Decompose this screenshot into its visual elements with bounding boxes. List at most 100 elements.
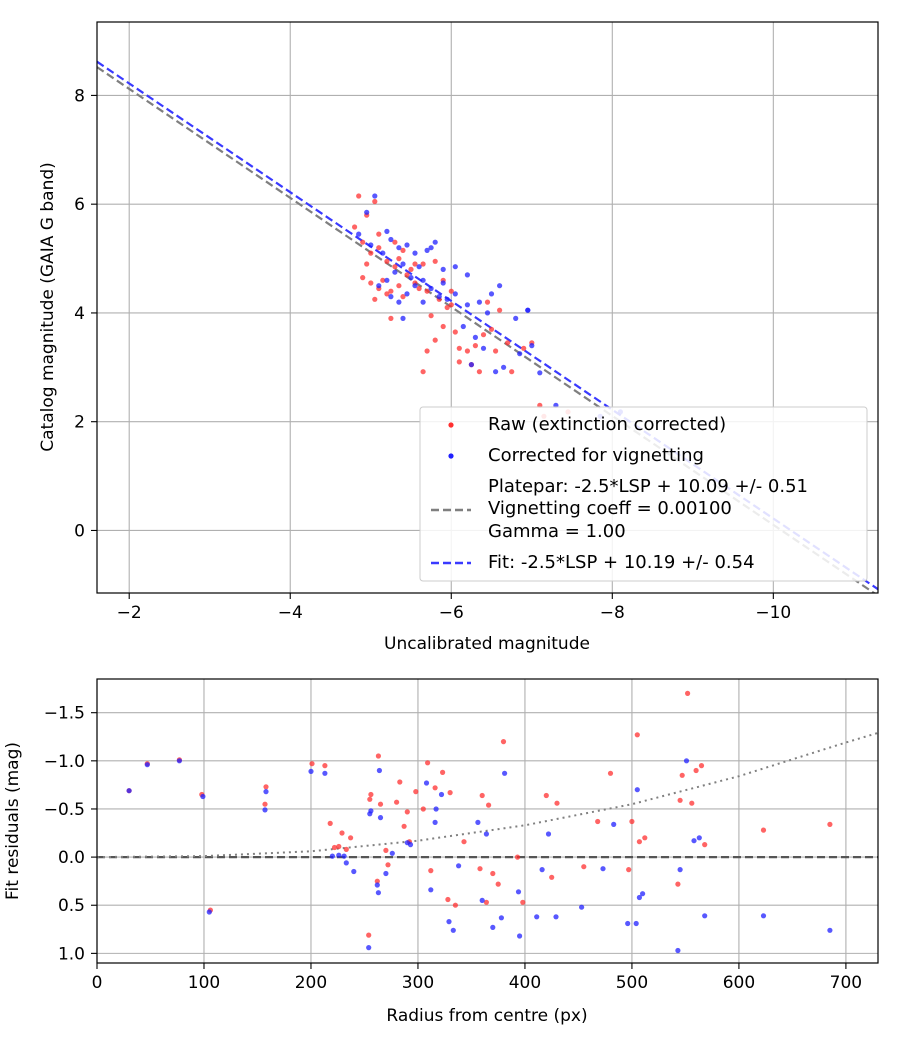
bottom-raw-point: [309, 761, 315, 767]
top-raw-point: [464, 348, 470, 354]
bottom-raw-point: [827, 821, 833, 828]
bottom-raw-point: [428, 868, 434, 874]
top-raw-point: [368, 250, 374, 256]
bottom-raw-point: [348, 835, 354, 841]
bottom-raw-point: [394, 799, 400, 805]
top-raw-point: [440, 323, 446, 330]
top-raw-point: [372, 296, 378, 302]
top-raw-point: [388, 288, 394, 294]
top-raw-point: [444, 304, 450, 311]
top-raw-point: [521, 345, 527, 351]
bottom-corrected-point: [456, 863, 462, 869]
bottom-corrected-point: [479, 897, 485, 904]
top-xtick-label: −8: [600, 603, 625, 623]
bottom-corrected-point: [144, 762, 150, 768]
legend: Raw (extinction corrected) Corrected for…: [419, 406, 868, 582]
top-raw-point: [424, 288, 430, 294]
bottom-corrected-point: [433, 806, 439, 812]
bottom-raw-point: [452, 902, 458, 908]
bottom-raw-point: [397, 779, 403, 785]
bottom-raw-point: [367, 796, 373, 802]
top-corrected-point: [501, 364, 507, 370]
top-corrected-point: [420, 299, 426, 305]
top-raw-point: [493, 348, 499, 354]
top-yticks: 0 2 4 6 8: [74, 86, 97, 541]
bottom-corrected-point: [375, 890, 381, 896]
top-raw-point: [509, 369, 515, 375]
bottom-corrected-point: [126, 788, 132, 794]
bottom-corrected-point: [438, 791, 445, 798]
bottom-raw-point: [331, 844, 338, 851]
top-corrected-point: [484, 310, 491, 316]
top-xtick-label: −6: [439, 603, 464, 623]
bottom-ytick-label: −0.5: [44, 800, 85, 820]
bottom-raw-point: [483, 899, 489, 905]
bottom-corrected-point: [374, 882, 380, 888]
top-corrected-point: [472, 334, 478, 340]
top-raw-point: [448, 302, 454, 308]
bottom-raw-point: [383, 847, 389, 854]
top-corrected-point: [452, 264, 458, 270]
bottom-raw-point: [477, 866, 483, 872]
top-ytick-label: 4: [74, 304, 85, 324]
top-corrected-point: [513, 315, 519, 321]
bottom-corrected-point: [691, 838, 697, 844]
top-points: [352, 193, 624, 419]
bottom-raw-point: [554, 800, 560, 806]
bottom-x-axis-label: Radius from centre (px): [386, 1006, 587, 1026]
bottom-xtick-label: 100: [188, 973, 220, 993]
bottom-corrected-point: [351, 868, 357, 875]
bottom-corrected-point: [389, 850, 395, 856]
bottom-raw-point: [495, 881, 501, 887]
top-corrected-point: [408, 275, 414, 281]
bottom-raw-point: [642, 835, 648, 841]
bottom-corrected-point: [329, 853, 335, 859]
bottom-raw-point: [425, 760, 431, 766]
top-corrected-point: [460, 323, 466, 330]
bottom-corrected-point: [539, 867, 545, 873]
bottom-raw-point: [262, 801, 268, 807]
bottom-corrected-point: [490, 924, 496, 931]
bottom-corrected-point: [262, 807, 268, 813]
bottom-yticks: −1.5 −1.0 −0.5 0.0 0.5 1.0: [44, 704, 97, 964]
top-corrected-point: [392, 269, 398, 275]
top-corrected-point: [436, 294, 442, 300]
legend-corrected-marker: [448, 453, 454, 459]
bottom-corrected-point: [502, 770, 508, 776]
top-corrected-point: [400, 261, 406, 267]
bottom-corrected-point: [377, 815, 384, 821]
bottom-corrected-point: [423, 780, 430, 786]
bottom-corrected-point: [696, 835, 702, 841]
bottom-corrected-point: [176, 758, 182, 764]
bottom-corrected-point: [600, 866, 606, 872]
bottom-raw-point: [339, 830, 345, 836]
top-raw-point: [388, 315, 394, 321]
bottom-corrected-point: [517, 933, 523, 939]
top-panel: −2 −4 −6 −8 −10 0 2 4 6 8 Uncalibrated magnitude…: [38, 21, 879, 654]
top-corrected-point: [440, 266, 446, 272]
top-corrected-point: [380, 250, 386, 256]
bottom-raw-point: [385, 862, 391, 868]
bottom-axes-frame: [96, 678, 879, 964]
bottom-xtick-label: 600: [723, 973, 755, 993]
bottom-raw-point: [607, 770, 614, 776]
legend-corrected-label: Corrected for vignetting: [488, 445, 704, 466]
bottom-raw-point: [490, 870, 496, 877]
bottom-raw-point: [377, 801, 384, 807]
top-raw-point: [376, 245, 382, 251]
top-corrected-point: [476, 299, 482, 305]
top-corrected-point: [464, 302, 470, 308]
bottom-corrected-point: [633, 920, 639, 927]
top-raw-point: [368, 280, 374, 286]
top-raw-point: [505, 340, 511, 346]
top-corrected-point: [480, 345, 487, 351]
bottom-xtick-label: 700: [830, 973, 862, 993]
bottom-raw-point: [689, 800, 695, 806]
top-raw-point: [472, 343, 478, 349]
top-raw-point: [392, 264, 398, 270]
bottom-ytick-label: 1.0: [58, 944, 85, 964]
bottom-raw-point: [626, 867, 632, 873]
legend-platepar-label-2: Vignetting coeff = 0.00100: [488, 498, 732, 519]
bottom-corrected-point: [683, 758, 690, 764]
bottom-corrected-point: [625, 920, 631, 927]
